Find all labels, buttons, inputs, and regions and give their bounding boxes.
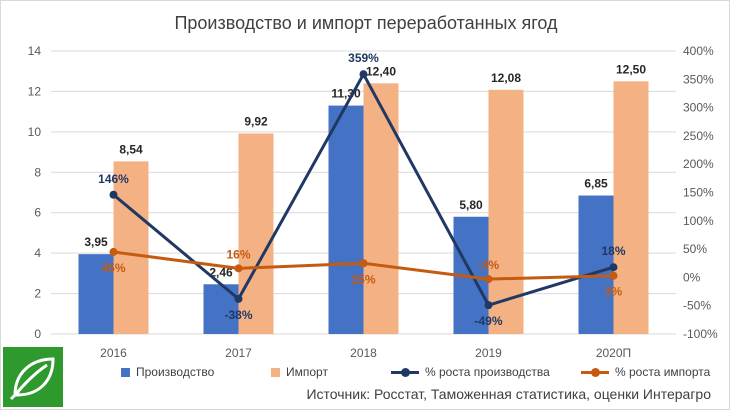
chart-title: Производство и импорт переработанных яго… xyxy=(174,13,558,33)
y-tick-label-right: 0% xyxy=(683,270,701,284)
bar-data-label: 3,95 xyxy=(84,235,108,249)
y-tick-label-left: 12 xyxy=(28,84,42,98)
bar xyxy=(613,81,649,334)
bar xyxy=(578,195,614,334)
bar-data-label: 12,50 xyxy=(616,62,646,76)
y-tick-label-left: 14 xyxy=(28,44,42,58)
y-tick-label-right: 150% xyxy=(683,186,714,200)
legend-label: Производство xyxy=(136,365,215,379)
legend-item: % роста производства xyxy=(391,364,550,380)
line-point xyxy=(234,294,243,303)
bar xyxy=(238,133,274,334)
line-data-label: 25% xyxy=(351,272,375,286)
y-tick-label-right: -100% xyxy=(683,327,718,341)
bar xyxy=(363,83,399,334)
y-tick-label-right: -50% xyxy=(683,299,711,313)
y-tick-label-right: 400% xyxy=(683,44,714,58)
bar-data-label: 9,92 xyxy=(244,114,268,128)
line-point xyxy=(234,264,243,273)
x-tick-label: 2019 xyxy=(475,346,502,360)
source-note: Источник: Росстат, Таможенная статистика… xyxy=(306,386,711,402)
legend-line-marker xyxy=(391,367,419,377)
y-tick-label-right: 200% xyxy=(683,157,714,171)
line-point xyxy=(484,301,493,310)
line-data-label: 18% xyxy=(601,244,625,258)
line-data-label: -49% xyxy=(474,314,502,328)
legend-label: % роста производства xyxy=(425,365,550,379)
y-tick-label-right: 300% xyxy=(683,101,714,115)
x-tick-label: 2020П xyxy=(596,346,631,360)
legend-swatch xyxy=(121,367,130,377)
leaf-logo xyxy=(3,347,63,407)
legend-line-marker xyxy=(581,367,609,377)
y-tick-label-left: 2 xyxy=(34,287,41,301)
legend-swatch xyxy=(271,367,280,377)
y-tick-label-left: 4 xyxy=(34,246,41,260)
bar-data-label: 2,46 xyxy=(209,265,233,279)
bar xyxy=(328,105,364,334)
legend-label: % роста импорта xyxy=(615,365,711,379)
y-tick-label-right: 250% xyxy=(683,129,714,143)
leaf-icon xyxy=(9,357,55,401)
y-tick-label-left: 10 xyxy=(28,125,42,139)
bar-data-label: 12,08 xyxy=(491,71,521,85)
y-tick-label-left: 8 xyxy=(34,165,41,179)
line-point xyxy=(109,190,118,199)
bar-data-label: 8,54 xyxy=(119,142,143,156)
line-data-label: -3% xyxy=(478,258,500,272)
line-point xyxy=(359,70,368,79)
line-point xyxy=(109,247,118,256)
line-point xyxy=(609,271,618,280)
legend: Производство Импорт % роста производства % … xyxy=(121,364,721,380)
bar xyxy=(78,254,114,334)
x-tick-label: 2016 xyxy=(100,346,127,360)
line-data-label: 45% xyxy=(101,261,125,275)
line-point xyxy=(484,275,493,284)
line-point xyxy=(359,259,368,268)
legend-item: Производство xyxy=(121,364,214,380)
bar-data-label: 12,40 xyxy=(366,64,396,78)
line-data-label: 359% xyxy=(348,51,379,65)
y-tick-label-right: 350% xyxy=(683,72,714,86)
bar xyxy=(113,161,149,334)
x-tick-label: 2018 xyxy=(350,346,377,360)
line-point xyxy=(609,263,618,272)
bar-data-label: 5,80 xyxy=(459,198,483,212)
line-data-label: 3% xyxy=(605,285,623,299)
line-data-label: 16% xyxy=(226,247,250,261)
bar-data-label: 6,85 xyxy=(584,177,608,191)
bar xyxy=(488,89,524,334)
line-data-label: 146% xyxy=(98,172,129,186)
y-tick-label-right: 50% xyxy=(683,242,707,256)
legend-label: Импорт xyxy=(286,365,328,379)
x-tick-label: 2017 xyxy=(225,346,252,360)
legend-item: Импорт xyxy=(271,364,328,380)
legend-item: % роста импорта xyxy=(581,364,710,380)
line-data-label: -38% xyxy=(224,308,252,322)
y-tick-label-right: 100% xyxy=(683,214,714,228)
y-tick-label-left: 6 xyxy=(34,206,41,220)
y-tick-label-left: 0 xyxy=(34,327,41,341)
